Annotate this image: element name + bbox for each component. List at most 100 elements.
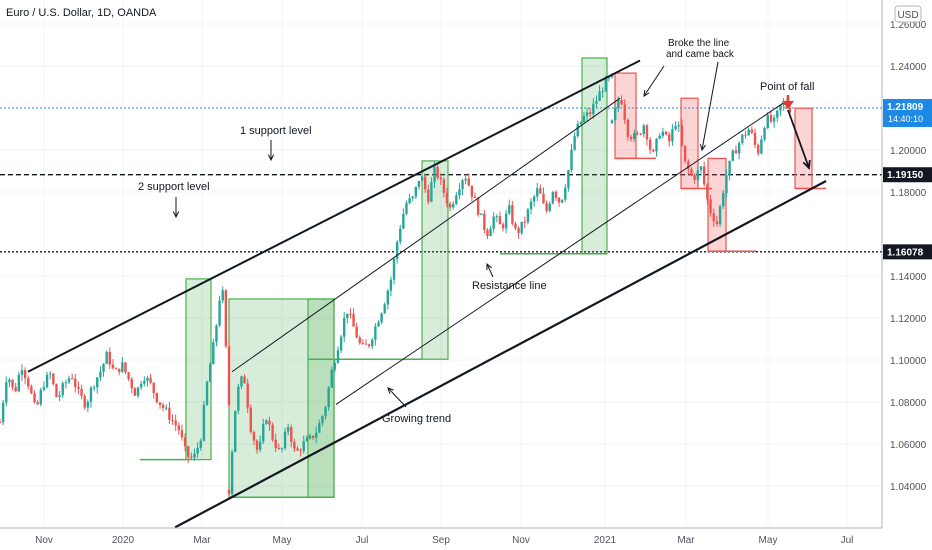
- candle-body: [355, 326, 358, 338]
- candle-body: [671, 129, 674, 142]
- candle-body: [677, 125, 680, 127]
- candle-body: [14, 387, 17, 392]
- highlight-boxes: [140, 57, 826, 499]
- candle-body: [545, 203, 548, 211]
- candle-body: [108, 351, 111, 365]
- candle-body: [589, 112, 592, 115]
- candle-body: [152, 382, 155, 393]
- candle-body: [52, 373, 55, 385]
- candle-body: [476, 197, 480, 215]
- candle-body: [539, 188, 542, 194]
- candle-body: [402, 213, 405, 229]
- candle-body: [526, 209, 530, 223]
- trend-lines: [27, 59, 827, 529]
- candle-body: [788, 107, 792, 113]
- candle-body: [383, 304, 386, 314]
- candle-body: [776, 110, 779, 118]
- candle-body: [445, 192, 449, 204]
- candle-body: [290, 427, 293, 442]
- candle-body: [536, 188, 539, 197]
- candle-body: [343, 318, 346, 337]
- candle-body: [99, 371, 102, 378]
- candle-body: [299, 450, 302, 452]
- fall-arrow-head: [802, 159, 811, 170]
- candle-body: [277, 448, 281, 450]
- candle-body: [458, 189, 461, 196]
- candle-body: [174, 420, 177, 426]
- candle-body: [680, 125, 684, 146]
- y-tick-label: 1.10000: [890, 356, 927, 367]
- candle-body: [121, 362, 124, 372]
- candle-body: [626, 119, 630, 137]
- candle-body: [268, 420, 271, 425]
- candle-body: [77, 387, 80, 389]
- candle-body: [349, 313, 352, 315]
- candle-body: [645, 125, 649, 140]
- candle-body: [417, 180, 421, 187]
- candle-body: [280, 448, 284, 450]
- candle-body: [143, 380, 146, 384]
- candle-body: [302, 441, 305, 451]
- candle-body: [36, 402, 39, 405]
- candle-body: [582, 115, 586, 122]
- candle-body: [367, 344, 371, 347]
- candle-body: [423, 176, 427, 190]
- candle-body: [30, 386, 33, 394]
- fall-arrow: [787, 109, 810, 169]
- x-tick-label: Mar: [193, 535, 211, 546]
- candle-body: [339, 336, 343, 351]
- candle-body: [305, 438, 309, 442]
- support1-label: 1 support level: [240, 125, 312, 137]
- candle-body: [333, 363, 337, 370]
- candle-body: [237, 386, 240, 411]
- candle-body: [96, 377, 99, 388]
- resistance-arrow: [486, 263, 494, 278]
- candle-body: [455, 195, 458, 204]
- growing-label: Growing trend: [382, 413, 451, 425]
- currency-button[interactable]: USD: [894, 5, 922, 23]
- candle-body: [212, 342, 215, 365]
- candle-body: [492, 216, 495, 229]
- candle-body: [779, 105, 782, 111]
- y-tick-label: 1.06000: [890, 440, 927, 451]
- candle-body: [249, 407, 252, 432]
- candle-body: [262, 424, 265, 442]
- candle-body: [61, 383, 64, 396]
- x-tick-label: 2020: [112, 535, 135, 546]
- candle-body: [652, 149, 655, 152]
- candle-body: [283, 431, 287, 449]
- candle-body: [655, 138, 658, 152]
- candle-body: [747, 129, 750, 136]
- candle-body: [486, 229, 489, 236]
- candle-body: [11, 379, 14, 388]
- candle-body: [386, 290, 390, 305]
- candle-body: [480, 213, 483, 215]
- candle-body: [205, 381, 209, 405]
- candle-body: [757, 144, 760, 154]
- x-tick-label: Nov: [512, 535, 530, 546]
- candle-body: [89, 387, 93, 402]
- candle-body: [763, 128, 766, 140]
- y-tick-label: 1.08000: [890, 398, 927, 409]
- support1-arrow-head: [267, 154, 275, 162]
- candle-body: [604, 77, 607, 92]
- candle-body: [668, 134, 671, 142]
- y-tick-label: 1.14000: [890, 272, 927, 283]
- candle-body: [102, 363, 105, 372]
- resistance-label: Resistance line: [472, 280, 547, 292]
- x-tick-label: Mar: [677, 535, 695, 546]
- candle-body: [202, 404, 206, 441]
- candle-body: [595, 100, 598, 104]
- candle-body: [358, 337, 361, 343]
- candle-body: [517, 228, 520, 234]
- candle-body: [271, 424, 274, 440]
- candle-body: [718, 206, 722, 225]
- candle-body: [495, 216, 498, 218]
- candle-body: [193, 453, 196, 458]
- x-tick-label: May: [759, 535, 778, 546]
- candle-body: [395, 241, 399, 259]
- candle-body: [613, 107, 617, 121]
- candle-body: [737, 142, 741, 154]
